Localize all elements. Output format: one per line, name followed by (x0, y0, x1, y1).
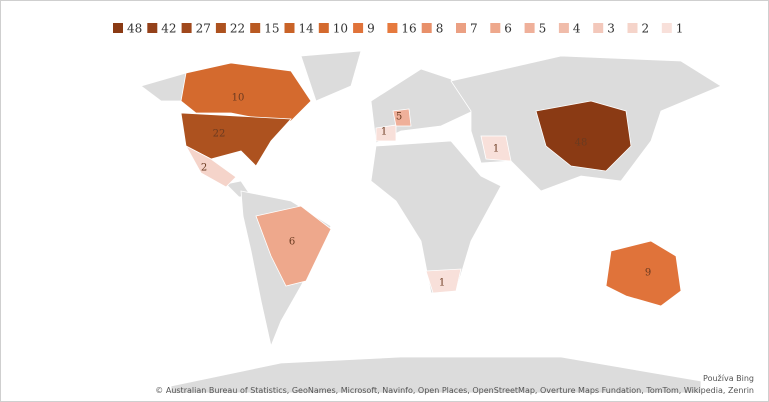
region-label: 48 (575, 138, 588, 149)
legend-swatch (593, 23, 604, 33)
legend-label: 42 (161, 22, 176, 36)
legend-swatch (558, 23, 569, 33)
legend-label: 3 (607, 22, 615, 36)
legend-swatch (421, 23, 432, 33)
bing-note: Používa Bing (703, 374, 754, 383)
legend-label: 7 (470, 22, 478, 36)
legend-label: 9 (367, 22, 375, 36)
legend-label: 4 (573, 22, 581, 36)
region-label: 1 (381, 127, 387, 138)
legend-label: 14 (299, 22, 315, 36)
legend-swatch (181, 23, 192, 33)
region (605, 240, 682, 307)
legend-swatch (147, 23, 158, 33)
region-label: 5 (396, 112, 402, 123)
legend-label: 48 (127, 22, 142, 36)
legend-swatch (490, 23, 501, 33)
land (300, 50, 362, 102)
legend-swatch (113, 23, 123, 33)
legend-swatch (387, 23, 398, 33)
legend-label: 27 (196, 22, 211, 36)
regions (180, 62, 682, 307)
legend-swatch (627, 23, 638, 33)
legend-label: 1 (676, 22, 684, 36)
legend-label: 16 (401, 22, 416, 36)
region-label: 1 (493, 144, 499, 155)
legend-label: 15 (264, 22, 279, 36)
region-label: 10 (232, 93, 245, 104)
region (180, 62, 312, 122)
legend-swatch (215, 23, 226, 33)
region (480, 135, 512, 162)
legend-label: 2 (642, 22, 650, 36)
region-label: 2 (201, 163, 207, 174)
legend-swatch (250, 23, 261, 33)
legend-swatch (524, 23, 535, 33)
legend-label: 10 (333, 22, 348, 36)
region-label: 6 (289, 237, 295, 248)
region (392, 108, 412, 127)
legend-swatch (456, 23, 466, 33)
legend-label: 8 (436, 22, 444, 36)
region (425, 268, 462, 294)
region (375, 124, 397, 142)
region (535, 100, 632, 172)
legend-swatch (318, 23, 329, 33)
region-label: 1 (439, 278, 445, 289)
region (185, 145, 237, 188)
legend-label: 22 (230, 22, 245, 36)
copyright: © Australian Bureau of Statistics, GeoNa… (155, 386, 754, 395)
region (255, 205, 332, 287)
region-label: 9 (645, 268, 651, 279)
region-label: 22 (213, 129, 226, 140)
land (170, 356, 702, 394)
legend-swatch (284, 23, 295, 33)
legend-label: 5 (539, 22, 547, 36)
legend-swatch (661, 23, 672, 33)
legend-swatch (353, 23, 364, 33)
legend-label: 6 (504, 22, 512, 36)
legend: 48 42 27 22 15 14 10 9 16 8 7 6 5 4 3 2 1 (113, 22, 683, 36)
